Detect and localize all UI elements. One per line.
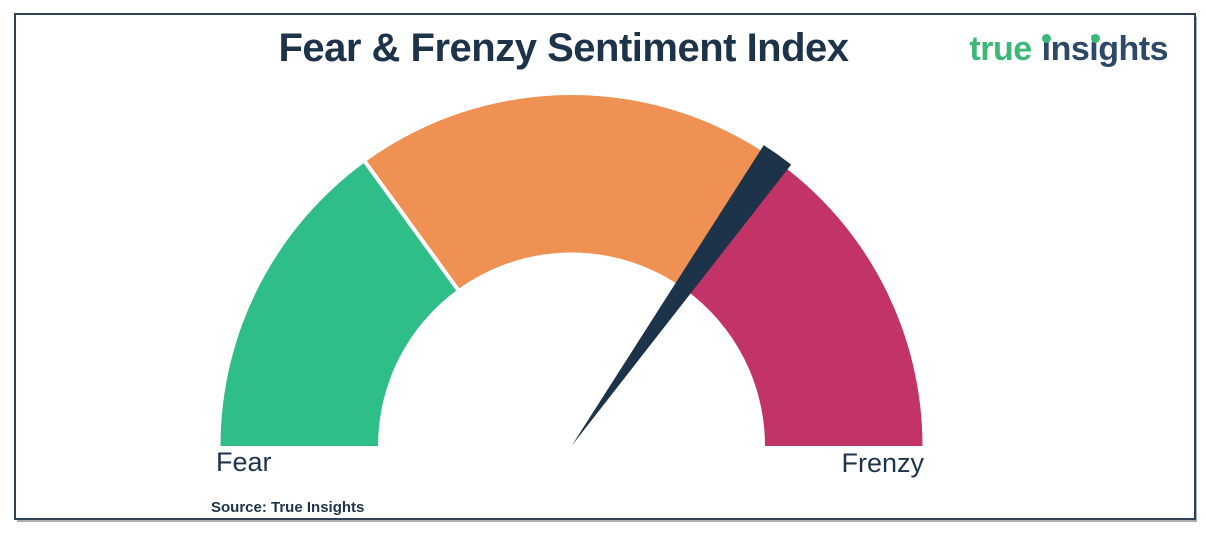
gauge-segment-3 (685, 162, 923, 447)
gauge-segment-2 (365, 95, 778, 290)
logo-word-insights: insights (1041, 30, 1169, 68)
logo-i-dot-icon (1041, 34, 1051, 43)
brand-logo: true insights (969, 32, 1168, 66)
gauge-label-frenzy: Frenzy (841, 448, 924, 478)
gauge-segment-divider (361, 158, 462, 294)
logo-i-dot-icon (1090, 34, 1100, 43)
gauge-label-fear: Fear (216, 447, 272, 477)
logo-word-insights-text: insights (1041, 30, 1169, 68)
chart-title: Fear & Frenzy Sentiment Index (278, 26, 849, 70)
gauge-segment-1 (220, 162, 458, 447)
gauge-needle (571, 145, 792, 446)
source-caption: Source: True Insights (211, 499, 365, 516)
logo-word-true: true (969, 30, 1032, 68)
